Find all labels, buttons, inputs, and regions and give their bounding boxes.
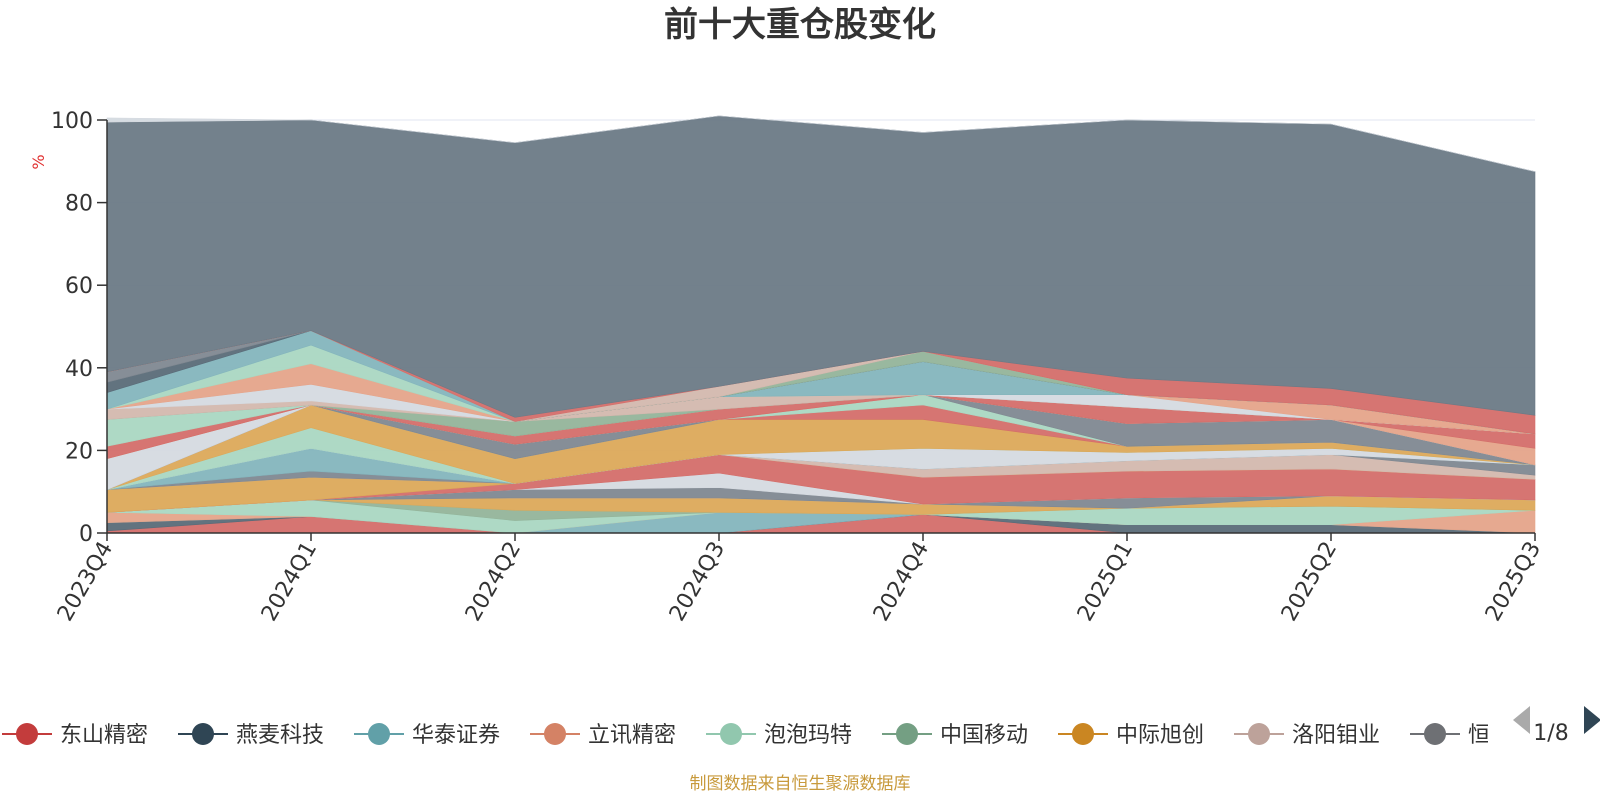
legend-items: 东山精密 燕麦科技 华泰证券 立讯精密 泡泡玛特 中国移动 中际旭创 洛阳钼业 恒 [2, 723, 1490, 748]
legend-item[interactable]: 华泰证券 [354, 723, 500, 748]
legend-circle-icon [896, 723, 918, 745]
x-tick-label: 2025Q2 [1277, 538, 1342, 626]
chart-title: 前十大重仓股变化 [664, 5, 936, 45]
y-tick-label: 20 [65, 439, 93, 464]
legend-circle-icon [192, 723, 214, 745]
legend-item[interactable]: 泡泡玛特 [706, 723, 852, 748]
legend-circle-icon [544, 723, 566, 745]
legend-circle-icon [1248, 723, 1270, 745]
legend-item[interactable]: 洛阳钼业 [1234, 723, 1380, 748]
legend-pager: 1/8 [1513, 706, 1600, 746]
legend-item[interactable]: 东山精密 [2, 723, 148, 748]
legend-circle-icon [1072, 723, 1094, 745]
legend-circle-icon [1424, 723, 1446, 745]
legend-label: 泡泡玛特 [764, 723, 852, 748]
prev-page-icon[interactable] [1513, 706, 1530, 734]
legend-label: 洛阳钼业 [1292, 723, 1380, 748]
legend-item[interactable]: 恒 [1410, 723, 1490, 748]
y-tick-label: 0 [79, 522, 93, 547]
x-tick-label: 2024Q1 [257, 538, 322, 626]
legend-item[interactable]: 中际旭创 [1058, 723, 1204, 748]
x-tick-label: 2024Q4 [869, 538, 934, 626]
x-tick-label: 2023Q4 [53, 538, 118, 626]
next-page-icon[interactable] [1584, 706, 1600, 734]
area-series-37 [106, 115, 1536, 172]
legend-page-indicator: 1/8 [1533, 721, 1568, 746]
legend-label: 燕麦科技 [236, 723, 324, 748]
y-axis-unit: % [29, 154, 48, 169]
legend-circle-icon [720, 723, 742, 745]
x-tick-label: 2025Q3 [1481, 538, 1546, 626]
legend-item[interactable]: 中国移动 [882, 723, 1028, 748]
legend-label: 立讯精密 [588, 723, 676, 748]
data-source-note: 制图数据来自恒生聚源数据库 [690, 774, 911, 794]
x-tick-label: 2024Q3 [665, 538, 730, 626]
area-series [106, 115, 1536, 534]
legend[interactable]: 东山精密 燕麦科技 华泰证券 立讯精密 泡泡玛特 中国移动 中际旭创 洛阳钼业 恒 [2, 723, 1490, 748]
y-tick-label: 80 [65, 192, 93, 217]
legend-label: 华泰证券 [412, 723, 500, 748]
y-tick-label: 100 [51, 109, 93, 134]
y-tick-label: 40 [65, 357, 93, 382]
legend-circle-icon [16, 723, 38, 745]
y-tick-label: 60 [65, 274, 93, 299]
legend-item[interactable]: 立讯精密 [530, 723, 676, 748]
legend-label: 中际旭创 [1116, 723, 1204, 748]
x-tick-label: 2024Q2 [461, 538, 526, 626]
legend-label: 中国移动 [940, 723, 1028, 748]
legend-label: 东山精密 [60, 723, 148, 748]
legend-item[interactable]: 燕麦科技 [178, 723, 324, 748]
legend-label: 恒 [1468, 723, 1490, 748]
x-tick-label: 2025Q1 [1073, 538, 1138, 626]
legend-circle-icon [368, 723, 390, 745]
